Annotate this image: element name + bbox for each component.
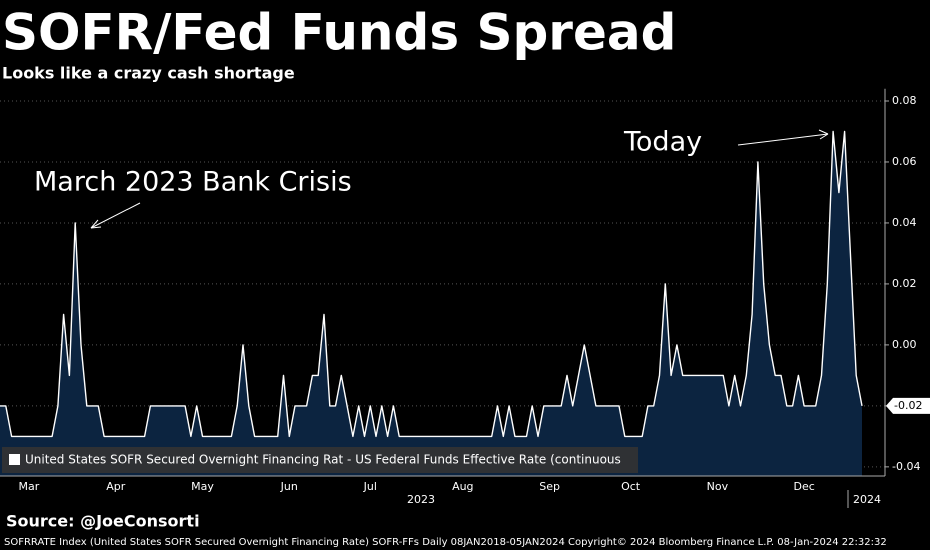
last-value-tag	[886, 397, 930, 414]
plot-area: 0.080.060.040.020.00-0.02-0.04-0.02MarAp…	[0, 88, 930, 508]
footer: SOFRRATE Index (United States SOFR Secur…	[4, 537, 887, 548]
x-tick-label: Oct	[621, 480, 641, 493]
x-tick-label: Dec	[793, 480, 814, 493]
annotation: Today	[623, 127, 702, 158]
chart-title: SOFR/Fed Funds Spread	[2, 4, 676, 62]
arrow-head	[818, 129, 829, 140]
source: Source: @JoeConsorti	[6, 512, 200, 531]
arrow-head	[90, 219, 102, 229]
year-label: 2024	[853, 493, 881, 506]
area	[0, 131, 862, 476]
y-tick-label: 0.06	[892, 155, 917, 168]
year-label: 2023	[407, 493, 435, 506]
x-tick-label: Aug	[452, 480, 473, 493]
x-tick-label: Sep	[539, 480, 560, 493]
annotation: March 2023 Bank Crisis	[34, 167, 352, 198]
x-tick-label: Mar	[19, 480, 40, 493]
x-tick-label: Apr	[106, 480, 126, 493]
y-tick-label: 0.00	[892, 338, 917, 351]
x-tick-label: Nov	[707, 480, 729, 493]
x-tick-label: Jun	[280, 480, 298, 493]
y-tick-label: 0.04	[892, 216, 917, 229]
last-value-label: -0.02	[894, 399, 922, 412]
annotation-arrow	[90, 202, 141, 229]
legend-swatch	[9, 454, 20, 465]
x-tick-label: Jul	[363, 480, 377, 493]
y-tick-label: 0.08	[892, 94, 917, 107]
legend-box	[2, 447, 638, 473]
annotation-arrow	[737, 133, 829, 146]
line	[0, 130, 863, 438]
x-tick-label: May	[191, 480, 214, 493]
y-tick-label: -0.04	[892, 460, 920, 473]
chart-subtitle: Looks like a crazy cash shortage	[2, 64, 295, 83]
legend-label: United States SOFR Secured Overnight Fin…	[25, 453, 621, 467]
y-tick-label: 0.02	[892, 277, 917, 290]
